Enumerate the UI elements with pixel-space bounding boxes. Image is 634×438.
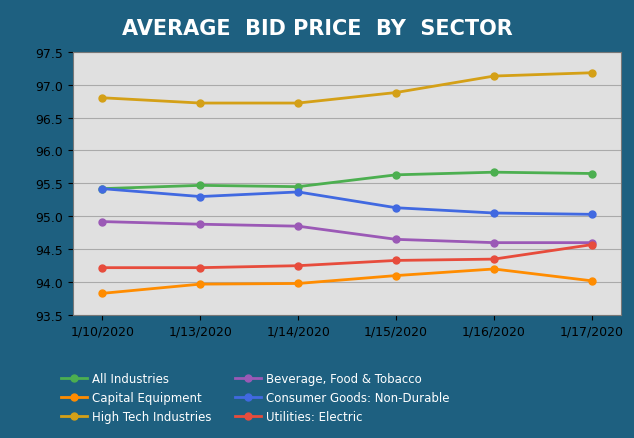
High Tech Industries: [588, 71, 596, 76]
Consumer Goods: Non-Durable: (0, 95.4): Non-Durable: (0, 95.4): [98, 187, 106, 192]
Line: Utilities: Electric: Utilities: Electric: [99, 242, 595, 272]
All Industries: [294, 185, 302, 190]
Capital Equipment: [588, 279, 596, 284]
High Tech Industries: [490, 74, 498, 80]
Consumer Goods: Non-Durable: (3, 95.1): Non-Durable: (3, 95.1): [392, 206, 400, 211]
Text: AVERAGE  BID PRICE  BY  SECTOR: AVERAGE BID PRICE BY SECTOR: [122, 18, 512, 39]
Capital Equipment: [98, 291, 106, 297]
All Industries: [392, 173, 400, 178]
Consumer Goods: Non-Durable: (2, 95.4): Non-Durable: (2, 95.4): [294, 190, 302, 195]
All Industries: [197, 184, 204, 189]
Utilities: Electric: (3, 94.3): Electric: (3, 94.3): [392, 258, 400, 264]
Beverage, Food & Tobacco: [490, 240, 498, 246]
Line: All Industries: All Industries: [99, 170, 595, 193]
Beverage, Food & Tobacco: [392, 237, 400, 242]
High Tech Industries: [197, 101, 204, 106]
Capital Equipment: [294, 281, 302, 286]
Line: Consumer Goods: Non-Durable: Consumer Goods: Non-Durable: [99, 186, 595, 218]
All Industries: [98, 187, 106, 192]
Beverage, Food & Tobacco: [197, 222, 204, 227]
Utilities: Electric: (5, 94.6): Electric: (5, 94.6): [588, 243, 596, 248]
Beverage, Food & Tobacco: [294, 224, 302, 230]
High Tech Industries: [392, 91, 400, 96]
Beverage, Food & Tobacco: [588, 240, 596, 246]
Capital Equipment: [392, 273, 400, 279]
Beverage, Food & Tobacco: [98, 219, 106, 225]
Utilities: Electric: (2, 94.2): Electric: (2, 94.2): [294, 264, 302, 269]
Capital Equipment: [197, 282, 204, 287]
Capital Equipment: [490, 267, 498, 272]
High Tech Industries: [294, 101, 302, 106]
Consumer Goods: Non-Durable: (1, 95.3): Non-Durable: (1, 95.3): [197, 194, 204, 200]
Utilities: Electric: (1, 94.2): Electric: (1, 94.2): [197, 265, 204, 271]
Utilities: Electric: (4, 94.3): Electric: (4, 94.3): [490, 257, 498, 262]
Consumer Goods: Non-Durable: (4, 95): Non-Durable: (4, 95): [490, 211, 498, 216]
Utilities: Electric: (0, 94.2): Electric: (0, 94.2): [98, 265, 106, 271]
Legend: All Industries, Capital Equipment, High Tech Industries, Beverage, Food & Tobacc: All Industries, Capital Equipment, High …: [56, 367, 454, 428]
All Industries: [588, 171, 596, 177]
Line: High Tech Industries: High Tech Industries: [99, 70, 595, 107]
Consumer Goods: Non-Durable: (5, 95): Non-Durable: (5, 95): [588, 212, 596, 218]
Line: Capital Equipment: Capital Equipment: [99, 266, 595, 297]
High Tech Industries: [98, 96, 106, 101]
Line: Beverage, Food & Tobacco: Beverage, Food & Tobacco: [99, 219, 595, 247]
All Industries: [490, 170, 498, 176]
